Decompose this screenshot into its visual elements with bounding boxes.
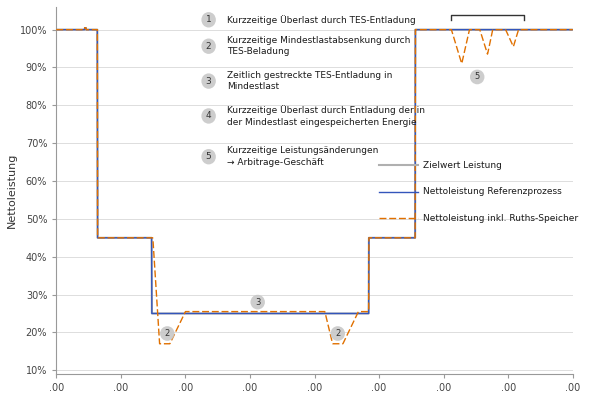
Text: 4: 4	[206, 112, 211, 120]
Text: Kurzzeitige Überlast durch Entladung der in
der Mindestlast eingespeicherten Ene: Kurzzeitige Überlast durch Entladung der…	[227, 105, 425, 127]
Text: 3: 3	[255, 298, 260, 307]
Ellipse shape	[202, 38, 216, 54]
Ellipse shape	[202, 108, 216, 124]
Text: 1: 1	[206, 15, 212, 24]
Text: 5: 5	[475, 72, 480, 82]
Text: Nettoleistung Referenzprozess: Nettoleistung Referenzprozess	[423, 187, 562, 196]
Text: 2: 2	[164, 329, 170, 338]
Text: 2: 2	[206, 42, 211, 51]
Text: 5: 5	[206, 152, 212, 161]
Text: 3: 3	[206, 76, 212, 86]
Text: Kurzzeitige Überlast durch TES-Entladung: Kurzzeitige Überlast durch TES-Entladung	[227, 15, 415, 25]
Text: Zielwert Leistung: Zielwert Leistung	[423, 161, 502, 170]
Text: Kurzzeitige Leistungsänderungen
→ Arbitrage-Geschäft: Kurzzeitige Leistungsänderungen → Arbitr…	[227, 146, 378, 167]
Text: Kurzzeitige Mindestlastabsenkung durch
TES-Beladung: Kurzzeitige Mindestlastabsenkung durch T…	[227, 36, 410, 56]
Y-axis label: Nettoleistung: Nettoleistung	[7, 153, 17, 228]
Ellipse shape	[202, 73, 216, 89]
Text: 2: 2	[335, 329, 340, 338]
Text: Zeitlich gestreckte TES-Entladung in
Mindestlast: Zeitlich gestreckte TES-Entladung in Min…	[227, 71, 392, 91]
Text: Nettoleistung inkl. Ruths-Speicher: Nettoleistung inkl. Ruths-Speicher	[423, 214, 578, 222]
Ellipse shape	[470, 70, 484, 84]
Ellipse shape	[250, 295, 265, 310]
Ellipse shape	[160, 326, 175, 341]
Ellipse shape	[202, 12, 216, 28]
Ellipse shape	[331, 326, 345, 341]
Ellipse shape	[202, 149, 216, 164]
